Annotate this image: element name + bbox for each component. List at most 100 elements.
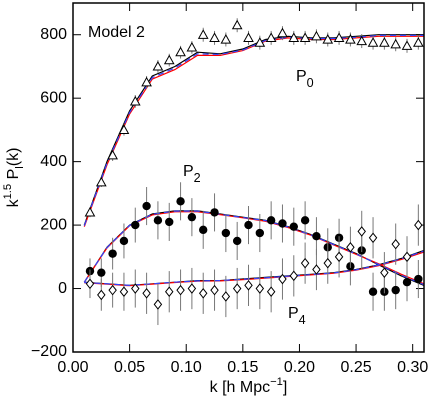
point (221, 228, 231, 238)
point (278, 219, 287, 228)
point (322, 33, 334, 44)
point (299, 32, 311, 42)
point (165, 286, 174, 298)
point (300, 216, 310, 225)
point (131, 283, 140, 294)
label-part: P (5, 169, 22, 184)
point (119, 236, 129, 246)
point (414, 274, 423, 284)
point (131, 220, 140, 230)
point (312, 264, 321, 275)
point (129, 95, 141, 106)
point (108, 249, 117, 258)
point (391, 238, 400, 250)
point (380, 267, 389, 278)
point (289, 270, 299, 282)
label-part: l (14, 166, 26, 169)
label-part: 0 (307, 76, 314, 90)
point (232, 236, 242, 246)
point (367, 37, 379, 47)
point (108, 284, 117, 296)
point (412, 37, 424, 47)
label: k1.5 Pl(k) (2, 148, 26, 208)
label-part: (k) (5, 148, 22, 167)
point (176, 197, 185, 206)
point (244, 280, 253, 291)
point (244, 220, 253, 230)
point (118, 124, 130, 135)
point (142, 288, 151, 299)
label-part: P (183, 163, 194, 180)
point (163, 54, 175, 65)
point (199, 225, 208, 235)
point (255, 283, 265, 294)
point (119, 286, 129, 298)
point (334, 251, 344, 263)
label-part: 4 (299, 313, 306, 327)
point (175, 46, 186, 57)
point (95, 176, 107, 187)
label: P4 (288, 305, 306, 327)
point (84, 206, 96, 217)
y-tick-label: 200 (40, 216, 67, 233)
point (356, 35, 368, 46)
label-part: 2 (194, 171, 201, 185)
model-line (83, 35, 424, 227)
point (391, 285, 400, 295)
point (107, 149, 118, 160)
label-part: Model 2 (88, 24, 145, 41)
point (221, 291, 231, 302)
point (346, 241, 355, 253)
label-part: P (288, 305, 299, 322)
y-tick-label: 400 (40, 153, 67, 170)
point (402, 278, 412, 287)
point (357, 226, 366, 237)
point (401, 40, 413, 50)
plot-frame (72, 2, 425, 353)
point (266, 286, 276, 298)
label-part: k (5, 198, 22, 207)
model-line (84, 250, 425, 287)
model-line (83, 34, 424, 226)
point (266, 216, 276, 225)
x-tick-label: 0.20 (284, 359, 315, 376)
y-tick-label: 600 (40, 89, 67, 106)
point (265, 32, 277, 42)
point (165, 217, 174, 227)
y-tick-label: 800 (40, 26, 67, 43)
x-tick-label: 0.15 (227, 359, 258, 376)
point (176, 284, 185, 296)
point (368, 232, 378, 244)
x-tick-label: 0.10 (171, 359, 202, 376)
x-tick-label: 0.30 (397, 359, 428, 376)
point (414, 219, 423, 231)
point (323, 257, 332, 269)
point (300, 257, 310, 269)
label-part: ] (283, 379, 287, 396)
y-tick-label: −200 (31, 343, 67, 360)
label-part: −1 (270, 376, 283, 388)
model-line (83, 34, 424, 226)
point (198, 288, 208, 299)
point (345, 33, 356, 44)
x-tick-label: 0.00 (57, 359, 88, 376)
point (153, 216, 163, 225)
point (333, 32, 345, 42)
point (210, 208, 219, 217)
point (187, 283, 197, 294)
x-tick-label: 0.25 (340, 359, 371, 376)
model-line (83, 210, 425, 286)
point (278, 273, 287, 285)
point (368, 287, 378, 296)
point (311, 30, 322, 41)
point (402, 251, 412, 263)
label: k [h Mpc−1] (210, 376, 288, 396)
point (152, 60, 164, 71)
point (232, 283, 242, 294)
point (312, 231, 321, 241)
point (97, 289, 106, 301)
label-part: 1.5 (2, 184, 14, 200)
point (379, 37, 390, 47)
point (210, 284, 219, 296)
label: P0 (296, 68, 314, 90)
